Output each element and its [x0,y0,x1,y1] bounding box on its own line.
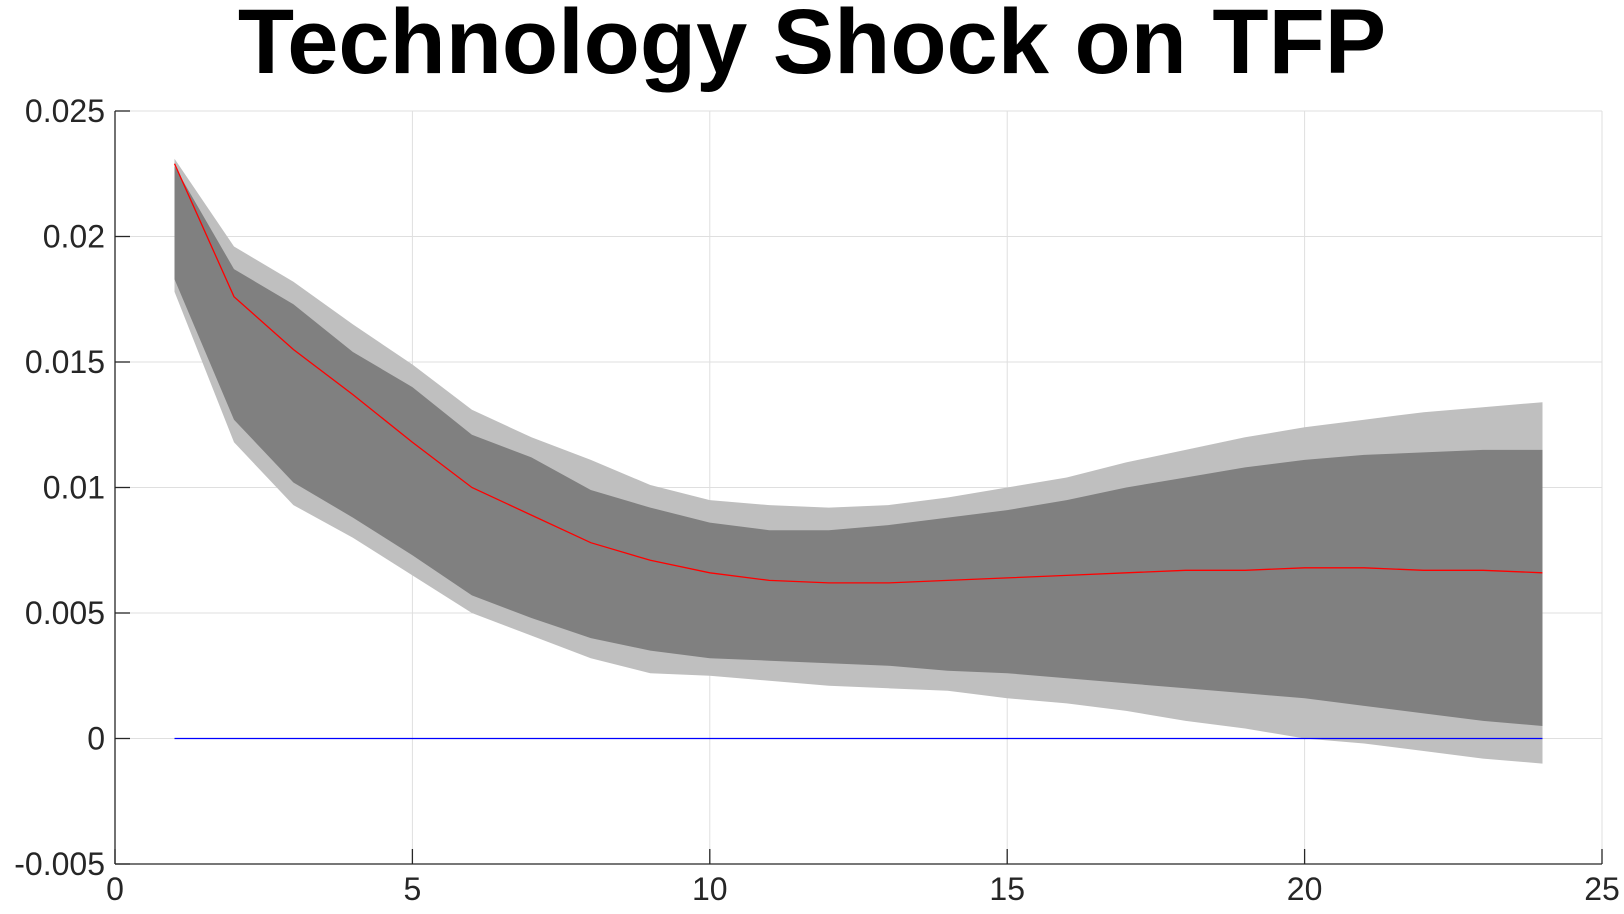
y-tick-label-2: 0.005 [25,595,105,631]
y-tick-label-0: -0.005 [14,846,105,882]
x-tick-label-0: 0 [106,871,124,907]
confidence-bands [174,158,1543,764]
y-tick-label-3: 0.01 [43,470,105,506]
y-tick-label-1: 0 [87,721,105,757]
x-tick-label-3: 15 [989,871,1025,907]
chart-title: Technology Shock on TFP [237,0,1387,93]
series-lines [173,163,1543,740]
x-tick-label-5: 25 [1584,871,1620,907]
y-tick-label-5: 0.02 [43,219,105,255]
confidence-band-1 [174,166,1543,726]
axes [114,110,1603,865]
x-tick-label-2: 10 [692,871,728,907]
y-tick-label-6: 0.025 [25,93,105,129]
series-line-0 [173,163,1543,584]
y-tick-label-4: 0.015 [25,344,105,380]
x-tick-label-4: 20 [1287,871,1323,907]
x-tick-label-1: 5 [404,871,422,907]
